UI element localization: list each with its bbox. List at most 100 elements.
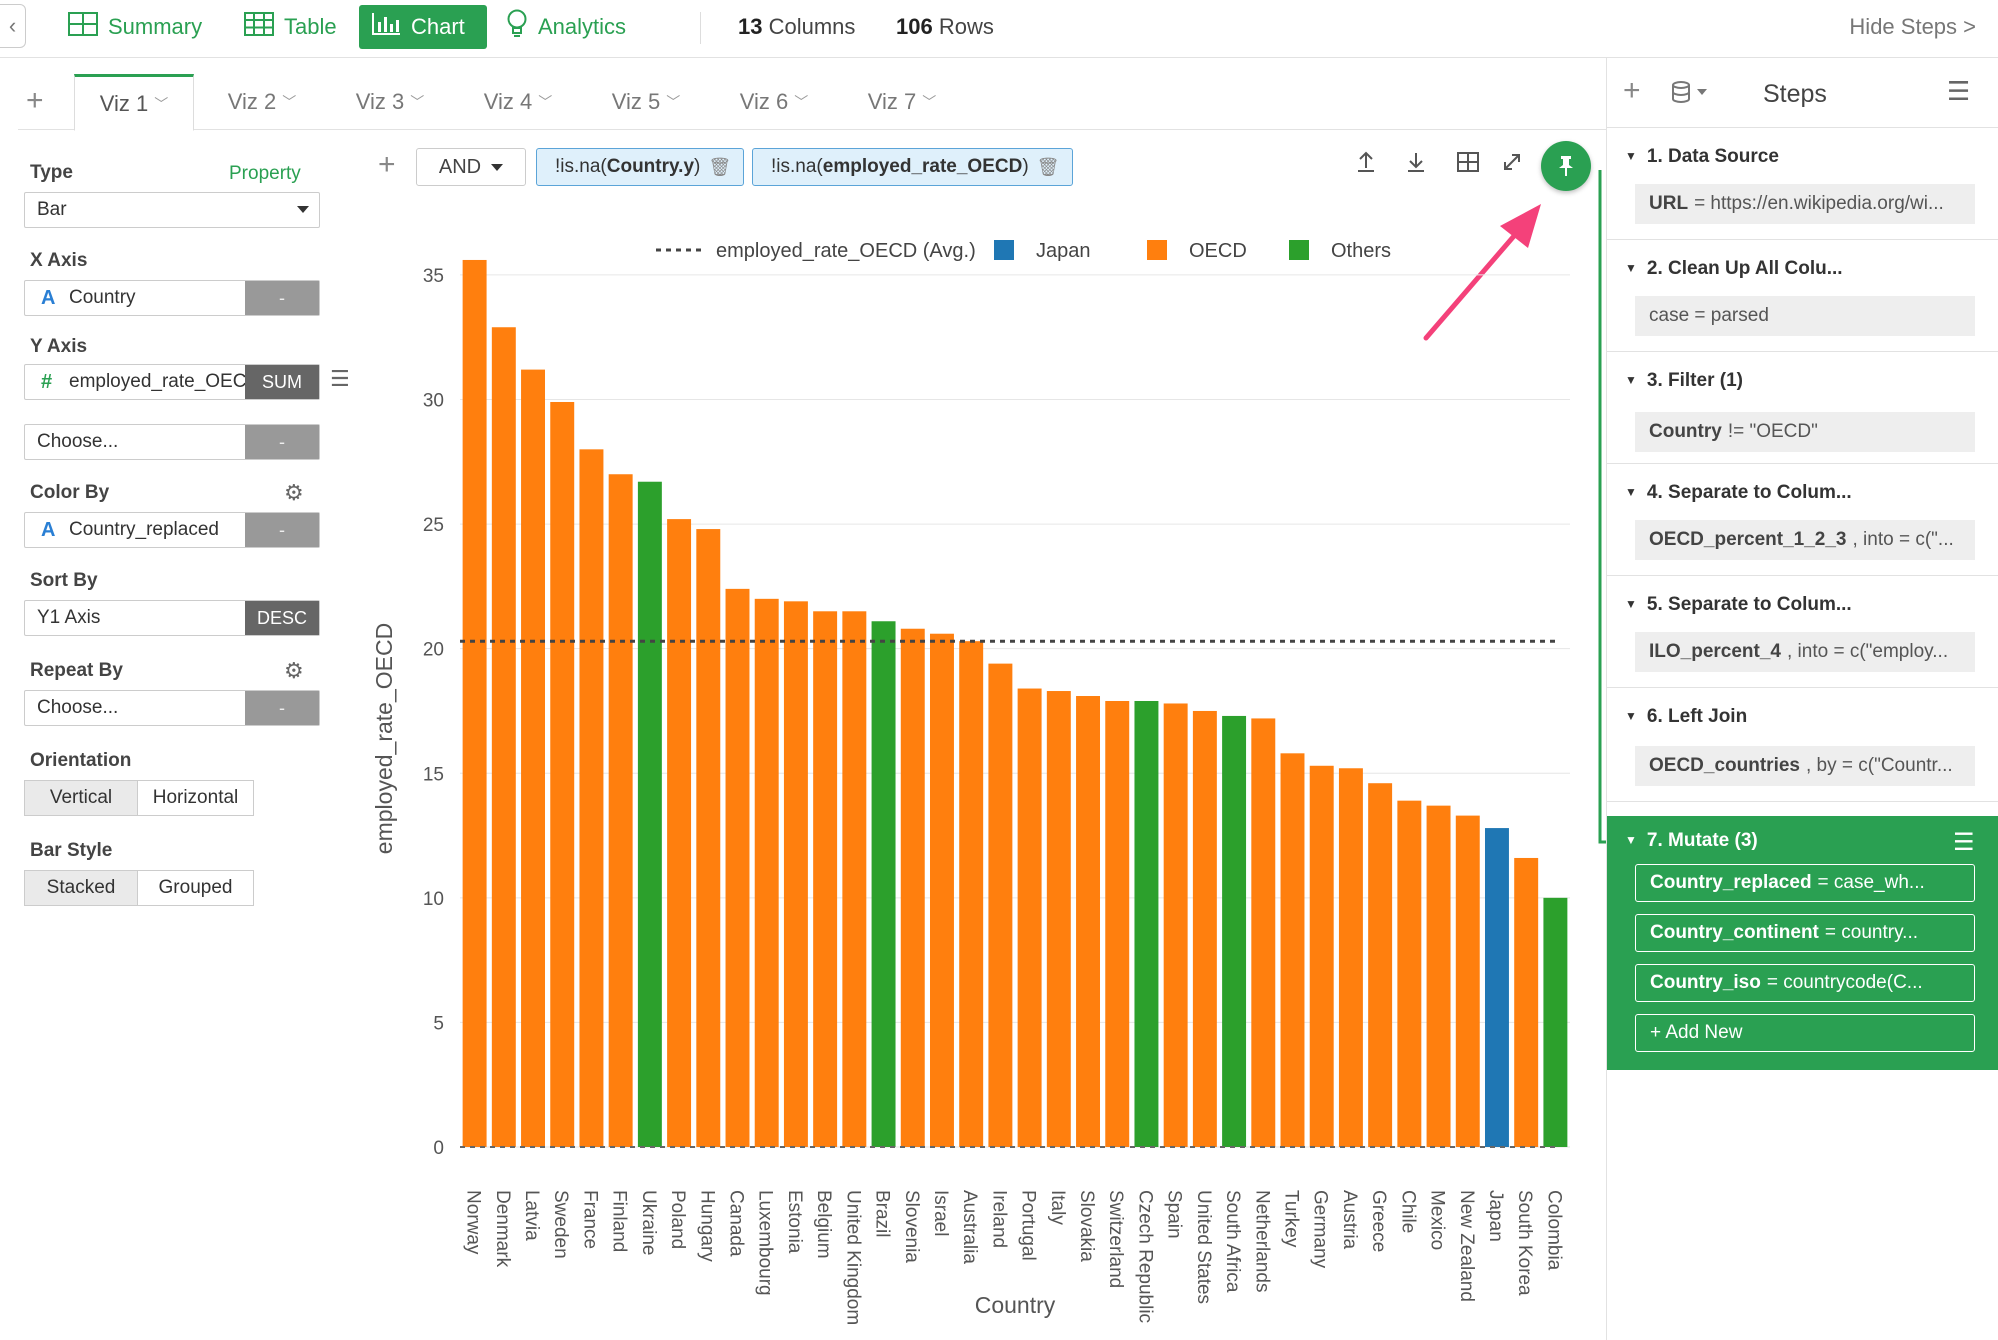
bar-style-stacked-button[interactable]: Stacked — [24, 870, 138, 906]
x-tick-label: Czech Republic — [1134, 1190, 1155, 1323]
add-step-icon[interactable]: + — [1623, 74, 1641, 107]
database-icon[interactable] — [1671, 80, 1711, 110]
upload-icon[interactable] — [1354, 150, 1378, 181]
step-detail: ILO_percent_4 , into = c("employ... — [1635, 632, 1975, 672]
chart-type-select[interactable]: Bar — [24, 192, 320, 228]
mutate-row-country-iso[interactable]: Country_iso = countrycode(C... — [1635, 964, 1975, 1002]
step-value: , into = c("... — [1852, 529, 1954, 550]
hide-steps-button[interactable]: Hide Steps > — [1849, 14, 1976, 39]
pin-chart-button[interactable] — [1541, 141, 1591, 191]
repeat-by-gear-icon[interactable]: ⚙ — [284, 658, 304, 683]
add-filter-icon[interactable]: + — [378, 148, 396, 181]
y2-axis-field[interactable]: Choose... - — [24, 424, 320, 460]
tab-summary[interactable]: Summary — [56, 5, 214, 49]
tab-viz-6[interactable]: Viz 6 ﹀ — [714, 74, 834, 130]
step-separate-2[interactable]: ▼ 5. Separate to Colum... ILO_percent_4 , … — [1607, 576, 1998, 688]
step-left-join[interactable]: ▼ 6. Left Join OECD_countries, by = c("Co… — [1607, 688, 1998, 802]
tab-viz-4[interactable]: Viz 4 ﹀ — [458, 74, 578, 130]
bar-ukraine — [637, 481, 662, 1148]
filter-operator-select[interactable]: AND — [416, 148, 526, 186]
step-clean-up[interactable]: ▼ 2. Clean Up All Colu... case = parsed — [1607, 240, 1998, 352]
step-detail: URL = https://en.wikipedia.org/wi... — [1635, 184, 1975, 224]
bar-style-toggle: Stacked Grouped — [24, 870, 254, 906]
step-data-source[interactable]: ▼ 1. Data Source URL = https://en.wikipedi… — [1607, 128, 1998, 240]
x-tick-label: Turkey — [1281, 1190, 1302, 1248]
add-viz-icon[interactable]: + — [26, 84, 44, 117]
bar-style-grouped-button[interactable]: Grouped — [138, 870, 254, 906]
chevron-down-icon: ﹀ — [538, 94, 553, 110]
x-axis-title: Country — [975, 1292, 1056, 1318]
chevron-down-icon: ﹀ — [794, 94, 809, 110]
color-by-remove-button[interactable]: - — [245, 513, 319, 547]
bar-chile — [1397, 800, 1422, 1147]
step-value: != "OECD" — [1727, 421, 1818, 442]
bar-japan — [1484, 828, 1509, 1147]
steps-menu-icon[interactable]: ☰ — [1947, 76, 1971, 106]
sort-by-field[interactable]: Y1 Axis DESC — [24, 600, 320, 636]
filter-chip-employed-rate[interactable]: !is.na(employed_rate_OECD) 🗑 — [752, 148, 1073, 186]
tab-viz-1[interactable]: Viz 1 ﹀ — [74, 74, 194, 131]
step-title: 3. Filter (1) — [1646, 370, 1743, 391]
property-link[interactable]: Property — [229, 163, 301, 184]
step-filter[interactable]: ▼ 3. Filter (1) Country != "OECD" — [1607, 352, 1998, 464]
back-chevron-icon[interactable]: ‹ — [0, 4, 26, 48]
filter-chip-field: Country.y — [606, 156, 695, 177]
tab-viz-2[interactable]: Viz 2 ﹀ — [202, 74, 322, 130]
mutate-row-country-continent[interactable]: Country_continent = country... — [1635, 914, 1975, 952]
color-by-gear-icon[interactable]: ⚙ — [284, 480, 304, 505]
sort-order-button[interactable]: DESC — [245, 601, 319, 635]
mutate-key: Country_replaced — [1650, 872, 1812, 893]
mutate-row-country-replaced[interactable]: Country_replaced = case_wh... — [1635, 864, 1975, 902]
y-axis-aggregation-button[interactable]: SUM — [245, 365, 319, 399]
x-axis-remove-button[interactable]: - — [245, 281, 319, 315]
x-tick-label: Greece — [1368, 1190, 1389, 1252]
x-tick-label: Mexico — [1427, 1190, 1448, 1250]
bar-italy — [1046, 691, 1071, 1147]
x-tick-label: United States — [1193, 1190, 1214, 1304]
column-count-label: Columns — [768, 14, 856, 39]
repeat-by-remove-button[interactable]: - — [245, 691, 319, 725]
tab-table[interactable]: Table — [232, 5, 349, 49]
filter-chip-country[interactable]: !is.na(Country.y) 🗑 — [536, 148, 745, 186]
repeat-by-field[interactable]: Choose... - — [24, 690, 320, 726]
x-tick-label: South Africa — [1222, 1190, 1243, 1293]
chevron-down-icon: ﹀ — [282, 94, 297, 110]
tab-viz-3[interactable]: Viz 3 ﹀ — [330, 74, 450, 130]
bar-ireland — [988, 663, 1013, 1147]
tab-analytics[interactable]: Analytics — [494, 5, 638, 49]
y-axis-field[interactable]: # employed_rate_OECD SUM — [24, 364, 320, 400]
chart-type-value: Bar — [37, 199, 67, 220]
tab-chart[interactable]: Chart — [359, 5, 487, 49]
step-menu-icon[interactable]: ☰ — [1953, 829, 1975, 856]
y2-axis-placeholder: Choose... — [37, 431, 119, 452]
step-mutate[interactable]: ▼ 7. Mutate (3) ☰ Country_replaced = case_… — [1607, 816, 1998, 1070]
column-count: 13 Columns — [738, 14, 855, 40]
add-new-button[interactable]: + Add New — [1635, 1014, 1975, 1052]
x-tick-label: Austria — [1339, 1190, 1360, 1250]
color-by-value: Country_replaced — [69, 519, 219, 540]
x-axis-value: Country — [69, 287, 136, 308]
orientation-vertical-button[interactable]: Vertical — [24, 780, 138, 816]
sort-by-value: Y1 Axis — [37, 607, 101, 628]
viz-tab-bar: + Viz 1 ﹀ Viz 2 ﹀ Viz 3 ﹀ Viz 4 ﹀ Viz 5 ﹀ Viz… — [18, 72, 1606, 131]
download-icon[interactable] — [1404, 150, 1428, 181]
legend-label: employed_rate_OECD (Avg.) — [716, 240, 976, 262]
y-axis-menu-icon[interactable]: ☰ — [330, 366, 350, 391]
expand-icon[interactable] — [1500, 150, 1524, 181]
trash-icon[interactable]: 🗑 — [1036, 156, 1060, 177]
color-by-field[interactable]: A Country_replaced - — [24, 512, 320, 548]
y-tick-label: 35 — [423, 266, 444, 287]
repeat-by-label: Repeat By — [30, 660, 123, 681]
x-tick-label: Latvia — [521, 1190, 542, 1241]
bar-slovakia — [1076, 696, 1101, 1147]
trash-icon[interactable]: 🗑 — [708, 156, 732, 177]
step-separate-1[interactable]: ▼ 4. Separate to Colum... OECD_percent_1_… — [1607, 464, 1998, 576]
grid-layout-icon[interactable] — [1456, 150, 1480, 181]
tab-viz-7[interactable]: Viz 7 ﹀ — [842, 74, 962, 130]
x-axis-field[interactable]: A Country - — [24, 280, 320, 316]
y2-axis-remove-button[interactable]: - — [245, 425, 319, 459]
tab-viz-5[interactable]: Viz 5 ﹀ — [586, 74, 706, 130]
legend-swatch — [994, 240, 1014, 260]
orientation-horizontal-button[interactable]: Horizontal — [138, 780, 254, 816]
